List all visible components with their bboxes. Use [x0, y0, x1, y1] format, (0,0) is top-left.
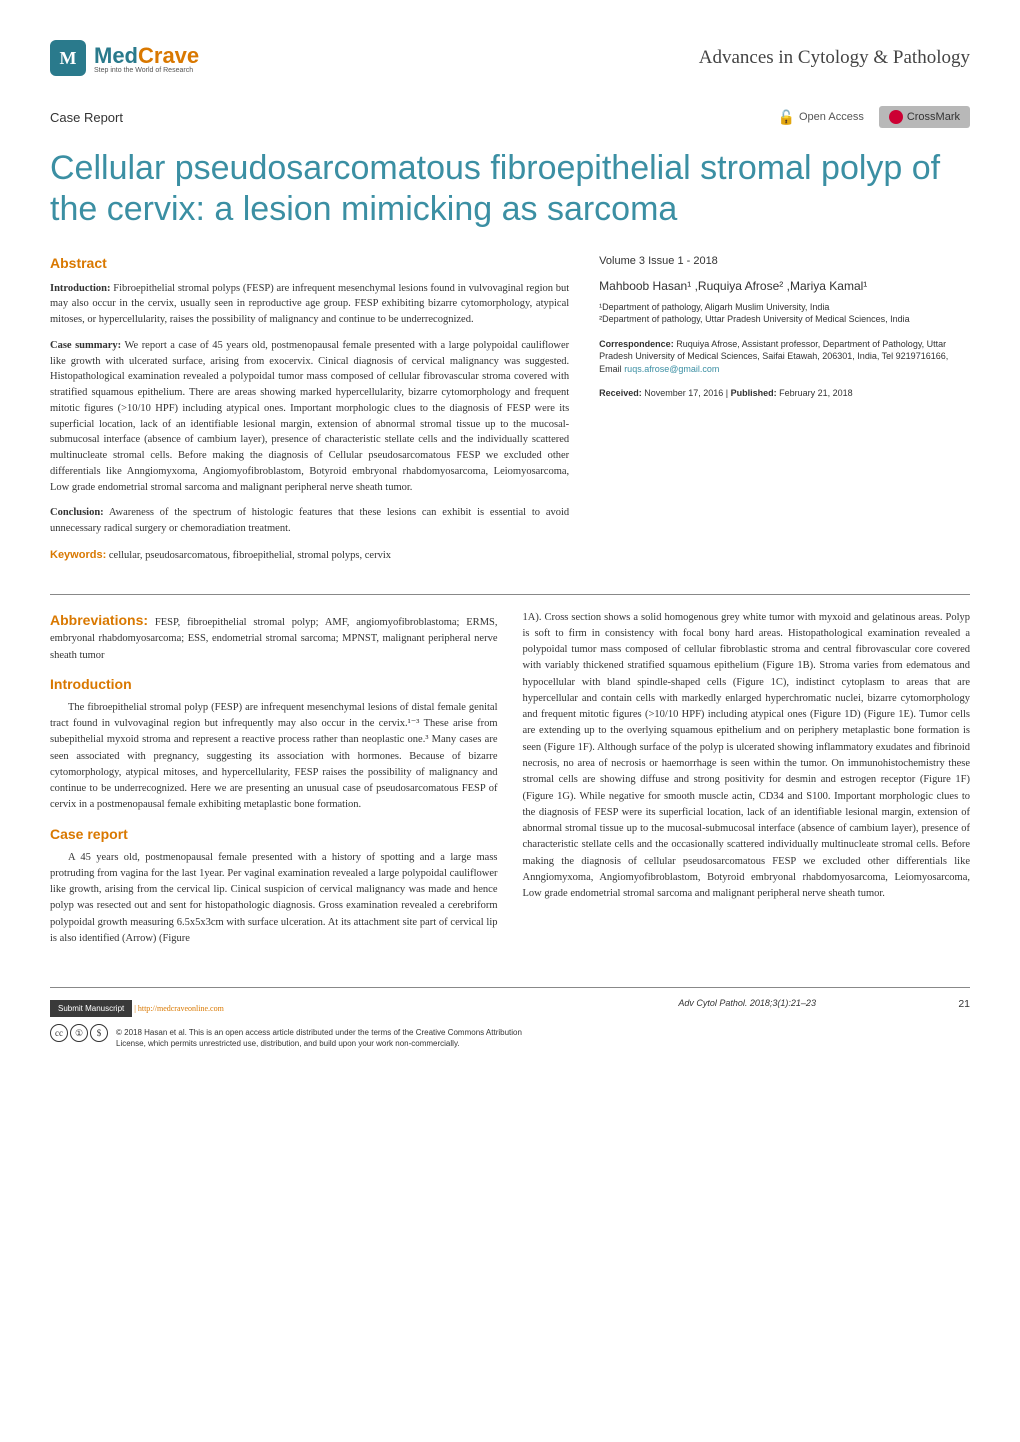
introduction-body: The fibroepithelial stromal polyp (FESP)…	[50, 700, 498, 814]
introduction-heading: Introduction	[50, 676, 498, 692]
intro-text: Fibroepithelial stromal polyps (FESP) ar…	[50, 283, 569, 326]
email-link[interactable]: ruqs.afrose@gmail.com	[624, 364, 719, 374]
authors: Mahboob Hasan¹ ,Ruquiya Afrose² ,Mariya …	[599, 279, 970, 293]
crossmark-label: CrossMark	[907, 111, 960, 123]
keywords-text: cellular, pseudosarcomatous, fibroepithe…	[106, 550, 391, 561]
case-report-body-right: 1A). Cross section shows a solid homogen…	[523, 610, 971, 903]
nc-icon: $	[90, 1024, 108, 1042]
conclusion-text: Awareness of the spectrum of histologic …	[50, 507, 569, 534]
footer-left: Submit Manuscript | http://medcraveonlin…	[50, 998, 536, 1049]
introduction-text: The fibroepithelial stromal polyp (FESP)…	[50, 700, 498, 814]
abstract-heading: Abstract	[50, 255, 569, 271]
by-icon: ①	[70, 1024, 88, 1042]
case-report-heading: Case report	[50, 826, 498, 842]
keywords-label: Keywords:	[50, 549, 106, 561]
logo-subtitle: Step into the World of Research	[94, 67, 199, 74]
correspondence-label: Correspondence:	[599, 339, 674, 349]
case-label: Case summary:	[50, 340, 121, 351]
abstract-meta-row: Abstract Introduction: Fibroepithelial s…	[50, 255, 970, 574]
body-columns: Abbreviations: FESP, fibroepithelial str…	[50, 610, 970, 958]
crossmark-icon	[889, 110, 903, 124]
affiliations: ¹Department of pathology, Aligarh Muslim…	[599, 301, 970, 326]
logo-text-med: Med	[94, 43, 138, 68]
open-access-label: Open Access	[799, 111, 864, 123]
page-header: M MedCrave Step into the World of Resear…	[50, 40, 970, 76]
logo-icon: M	[50, 40, 86, 76]
body-col-left: Abbreviations: FESP, fibroepithelial str…	[50, 610, 498, 958]
copyright-text: © 2018 Hasan et al. This is an open acce…	[116, 1028, 536, 1049]
page-number: 21	[958, 998, 970, 1010]
intro-label: Introduction:	[50, 283, 110, 294]
received-date: November 17, 2016 |	[642, 388, 731, 398]
cc-icon: cc	[50, 1024, 68, 1042]
case-report-text-right: 1A). Cross section shows a solid homogen…	[523, 610, 971, 903]
conclusion-label: Conclusion:	[50, 507, 104, 518]
crossmark-badge[interactable]: CrossMark	[879, 106, 970, 128]
sub-header: Case Report 🔓 Open Access CrossMark	[50, 106, 970, 128]
affiliation-2: ²Department of pathology, Uttar Pradesh …	[599, 313, 970, 326]
page-footer: Submit Manuscript | http://medcraveonlin…	[50, 987, 970, 1049]
footer-citation: Adv Cytol Pathol. 2018;3(1):21–23	[536, 998, 958, 1008]
case-report-text-left: A 45 years old, postmenopausal female pr…	[50, 850, 498, 948]
abbrev-heading: Abbreviations:	[50, 612, 148, 628]
article-type: Case Report	[50, 110, 123, 125]
divider	[50, 594, 970, 595]
submit-manuscript-button[interactable]: Submit Manuscript	[50, 1000, 132, 1017]
affiliation-1: ¹Department of pathology, Aligarh Muslim…	[599, 301, 970, 314]
case-report-body-left: A 45 years old, postmenopausal female pr…	[50, 850, 498, 948]
body-col-right: 1A). Cross section shows a solid homogen…	[523, 610, 971, 958]
lock-icon: 🔓	[778, 109, 795, 126]
access-badges: 🔓 Open Access CrossMark	[778, 106, 970, 128]
article-title: Cellular pseudosarcomatous fibroepitheli…	[50, 148, 970, 230]
published-label: Published:	[731, 388, 777, 398]
logo-block: M MedCrave Step into the World of Resear…	[50, 40, 199, 76]
cc-icons: cc ① $	[50, 1024, 108, 1042]
correspondence: Correspondence: Ruquiya Afrose, Assistan…	[599, 338, 970, 376]
abstract-body: Introduction: Fibroepithelial stromal po…	[50, 281, 569, 564]
meta-column: Volume 3 Issue 1 - 2018 Mahboob Hasan¹ ,…	[599, 255, 970, 574]
submit-url[interactable]: | http://medcraveonline.com	[132, 1004, 224, 1013]
open-access-badge: 🔓 Open Access	[778, 109, 864, 126]
journal-name: Advances in Cytology & Pathology	[699, 47, 970, 69]
abstract-column: Abstract Introduction: Fibroepithelial s…	[50, 255, 569, 574]
logo-text-crave: Crave	[138, 43, 199, 68]
dates: Received: November 17, 2016 | Published:…	[599, 388, 970, 398]
received-label: Received:	[599, 388, 642, 398]
published-date: February 21, 2018	[777, 388, 853, 398]
volume-issue: Volume 3 Issue 1 - 2018	[599, 255, 970, 267]
case-text: We report a case of 45 years old, postme…	[50, 340, 569, 493]
